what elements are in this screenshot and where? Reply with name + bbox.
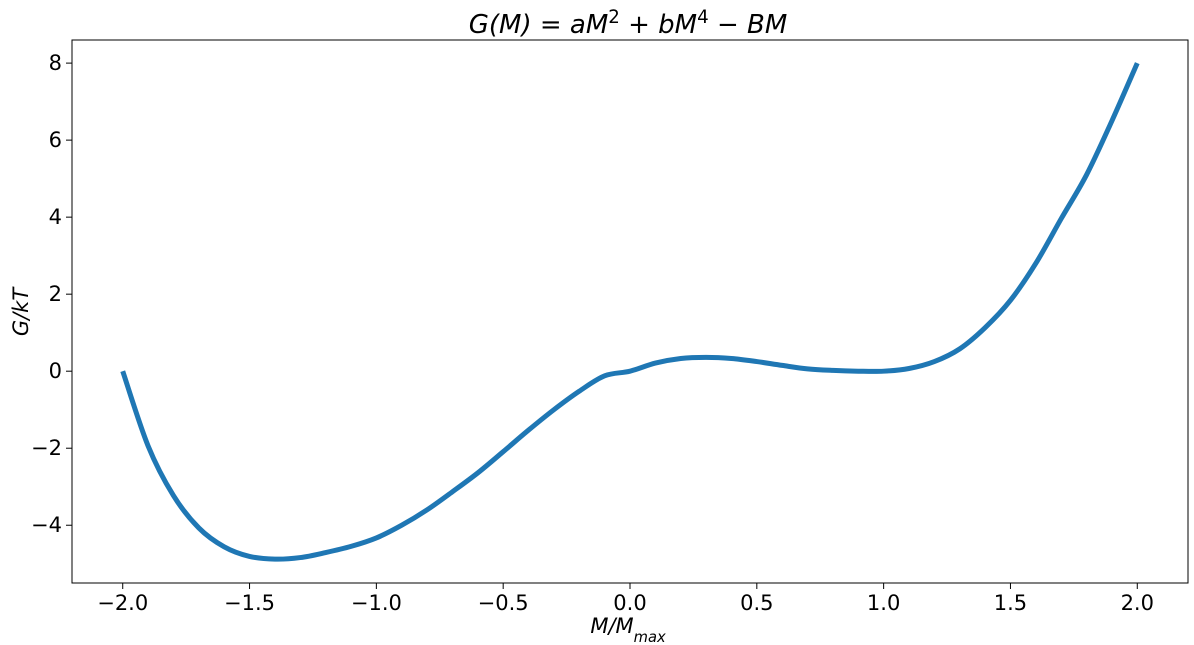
chart-title: G(M) = aM2 + bM4 − BM	[469, 7, 788, 41]
x-tick-label: 1.5	[994, 591, 1027, 615]
y-axis: −4 −2 0 2 4 6 8	[31, 51, 72, 537]
text-part: M/M	[590, 614, 633, 638]
x-tick-label: −0.5	[478, 591, 529, 615]
x-tick-label: −2.0	[97, 591, 148, 615]
y-tick-label: 2	[49, 282, 62, 306]
text-part: G/kT	[9, 286, 33, 337]
x-tick-label: 2.0	[1121, 591, 1154, 615]
text-part: G(M) = aM	[469, 10, 609, 40]
text-part: max	[634, 629, 666, 645]
y-tick-label: 4	[49, 205, 62, 229]
y-axis-label: G/kT	[9, 286, 33, 337]
y-tick-label: 0	[49, 359, 62, 383]
x-tick-label: 0.5	[740, 591, 773, 615]
x-tick-label: −1.5	[224, 591, 275, 615]
y-tick-label: −2	[31, 436, 62, 460]
series-line	[120, 62, 1140, 562]
y-tick-label: 8	[49, 51, 62, 75]
text-part: + bM	[620, 10, 697, 40]
text-part: 4	[697, 7, 709, 28]
y-tick-label: 6	[49, 128, 62, 152]
x-axis: −2.0 −1.5 −1.0 −0.5 0.0 0.5 1.0 1.5 2.0	[97, 583, 1154, 615]
x-tick-label: −1.0	[351, 591, 402, 615]
y-tick-label: −4	[31, 513, 62, 537]
text-part: 2	[608, 7, 620, 28]
series-layer	[120, 62, 1140, 562]
x-axis-label: M/Mmax	[590, 614, 666, 645]
x-tick-label: 1.0	[867, 591, 900, 615]
x-tick-label: 0.0	[613, 591, 646, 615]
text-part: − BM	[709, 10, 788, 40]
plot-area: −2.0 −1.5 −1.0 −0.5 0.0 0.5 1.0 1.5 2.0 −4 −2 0 2 4 6…	[31, 39, 1189, 615]
